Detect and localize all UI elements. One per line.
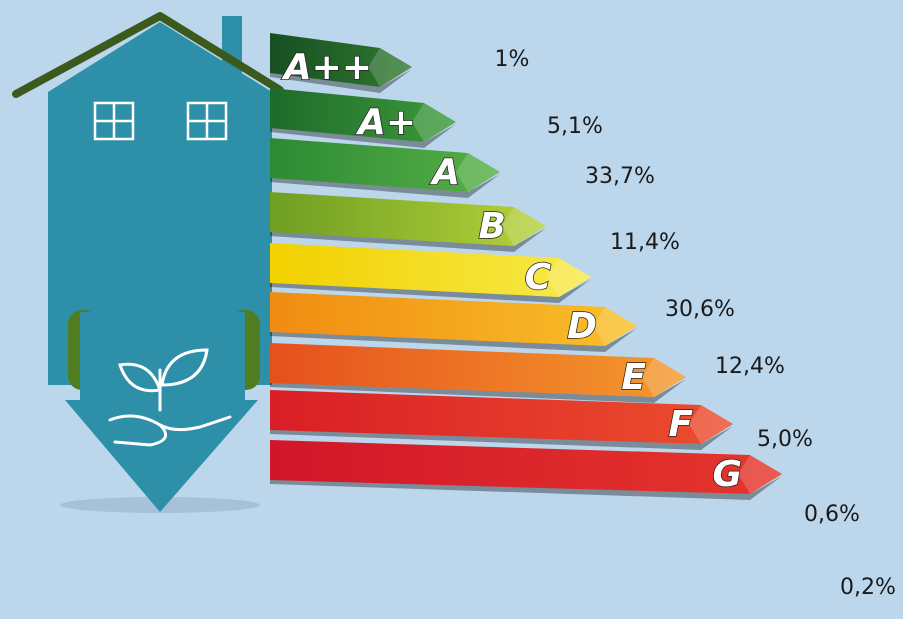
bar-tip bbox=[689, 405, 733, 444]
house bbox=[12, 12, 284, 513]
energy-bar bbox=[270, 390, 733, 444]
energy-bar bbox=[270, 138, 500, 192]
bar-tip bbox=[456, 153, 500, 192]
energy-class: C bbox=[525, 257, 552, 298]
energy-class: F bbox=[668, 404, 693, 445]
bar-shadow bbox=[270, 69, 412, 93]
energy-bar bbox=[270, 440, 782, 494]
bar-shadow bbox=[270, 426, 733, 450]
energy-bar bbox=[270, 88, 456, 142]
bar-shadow bbox=[270, 328, 637, 352]
bar-shadow bbox=[270, 228, 546, 252]
energy-class: A++ bbox=[281, 47, 372, 88]
share-label: 12,4% bbox=[715, 354, 785, 379]
share-label: 11,4% bbox=[610, 230, 680, 255]
share-label: 5,1% bbox=[547, 114, 603, 139]
energy-class: B bbox=[479, 206, 506, 247]
bar-tip bbox=[368, 48, 412, 87]
bar-tip bbox=[642, 358, 686, 397]
share-label: 0,2% bbox=[840, 575, 896, 600]
bar-shadow bbox=[270, 279, 591, 303]
share-label: 1% bbox=[495, 47, 530, 72]
energy-class: E bbox=[621, 357, 646, 398]
bar-tip bbox=[738, 455, 782, 494]
energy-bar bbox=[270, 243, 591, 297]
bar-tip bbox=[547, 258, 591, 297]
share-label: 33,7% bbox=[585, 164, 655, 189]
energy-class: A+ bbox=[355, 102, 416, 143]
bar-shadow bbox=[270, 379, 686, 403]
bar-tip bbox=[502, 207, 546, 246]
energy-bar bbox=[270, 192, 546, 246]
energy-bar bbox=[270, 292, 637, 346]
energy-bar bbox=[270, 33, 412, 87]
bar-tip bbox=[412, 103, 456, 142]
share-label: 0,6% bbox=[804, 502, 860, 527]
bar-shadow bbox=[270, 476, 782, 500]
share-label: 30,6% bbox=[665, 297, 735, 322]
energy-bar bbox=[270, 343, 686, 397]
energy-class: A bbox=[429, 152, 460, 193]
share-label: 5,0% bbox=[757, 427, 813, 452]
energy-class: G bbox=[712, 454, 742, 495]
bar-tip bbox=[593, 307, 637, 346]
energy-class: D bbox=[567, 306, 597, 347]
